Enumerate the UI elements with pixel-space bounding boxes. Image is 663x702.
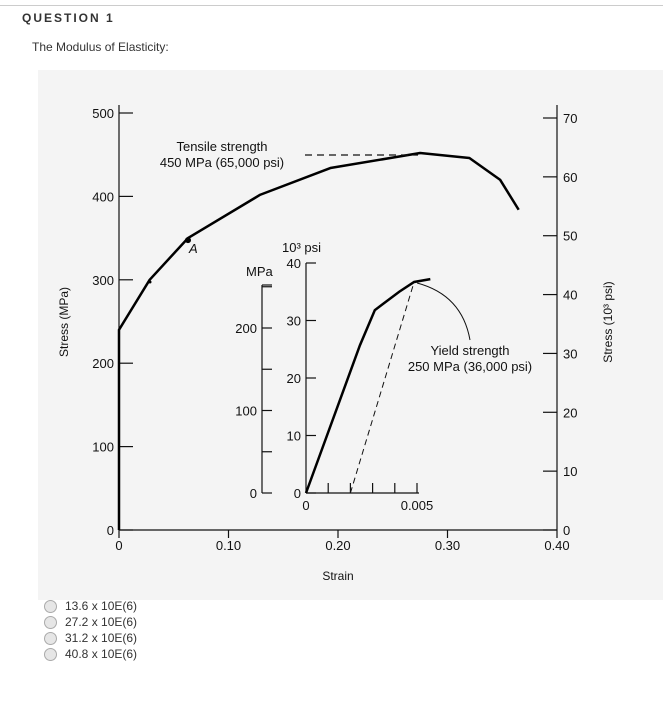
inset-mpa-tick-label: 100 bbox=[235, 404, 257, 419]
answer-label: 13.6 x 10E(6) bbox=[65, 599, 138, 613]
y-right-tick-label: 70 bbox=[563, 111, 577, 126]
answer-option[interactable]: 27.2 x 10E(6) bbox=[44, 614, 137, 630]
y-right-tick-label: 10 bbox=[563, 464, 577, 479]
question-title: QUESTION 1 bbox=[22, 11, 115, 25]
y-tick-label: 500 bbox=[92, 106, 114, 121]
y-right-tick-label: 60 bbox=[563, 170, 577, 185]
x-tick-label: 0.20 bbox=[325, 538, 350, 553]
yield-arrow bbox=[416, 282, 471, 341]
inset-mpa-tick-label: 0 bbox=[250, 486, 257, 501]
inset-y-tick-label: 10 bbox=[287, 429, 301, 444]
x-tick-label: 0.10 bbox=[216, 538, 241, 553]
x-tick-label: 0.40 bbox=[544, 538, 569, 553]
inset-curve bbox=[304, 277, 431, 494]
y-right-axis-label: Stress (10³ psi) bbox=[601, 281, 615, 362]
y-tick-label: 0 bbox=[107, 523, 114, 538]
yield-annotation: 250 MPa (36,000 psi) bbox=[408, 359, 532, 374]
y-tick-label: 200 bbox=[92, 356, 114, 371]
tensile-annotation: 450 MPa (65,000 psi) bbox=[160, 155, 284, 170]
answer-label: 40.8 x 10E(6) bbox=[65, 647, 138, 661]
answer-label: 27.2 x 10E(6) bbox=[65, 615, 138, 629]
answer-options: 13.6 x 10E(6) 27.2 x 10E(6) 31.2 x 10E(6… bbox=[44, 598, 137, 662]
point-a-marker bbox=[184, 237, 191, 244]
yield-annotation: Yield strength bbox=[430, 343, 509, 358]
y-right-tick-label: 20 bbox=[563, 405, 577, 420]
y-right-tick-label: 30 bbox=[563, 346, 577, 361]
tensile-annotation: Tensile strength bbox=[176, 139, 267, 154]
stress-strain-curve bbox=[117, 151, 520, 530]
x-tick-label: 0.30 bbox=[435, 538, 460, 553]
radio-button[interactable] bbox=[44, 615, 57, 629]
inset-y-tick-label: 30 bbox=[287, 314, 301, 329]
inset-psi-unit-label: 10³ psi bbox=[282, 240, 321, 255]
inset-y-tick-label: 0 bbox=[294, 486, 301, 501]
point-a-label: A bbox=[188, 241, 198, 256]
top-divider bbox=[0, 5, 663, 6]
inset-x-tick-label: 0 bbox=[302, 498, 309, 513]
x-tick-label: 0 bbox=[115, 538, 122, 553]
answer-option[interactable]: 13.6 x 10E(6) bbox=[44, 598, 137, 614]
inset-x-tick-label: 0.005 bbox=[401, 498, 434, 513]
y-right-tick-label: 0 bbox=[563, 523, 570, 538]
y-tick-label: 100 bbox=[92, 440, 114, 455]
radio-button[interactable] bbox=[44, 599, 57, 613]
question-text: The Modulus of Elasticity: bbox=[32, 40, 169, 54]
offset-dashed-line bbox=[349, 281, 415, 494]
y-axis-label: Stress (MPa) bbox=[57, 287, 71, 357]
inset-mpa-unit-label: MPa bbox=[246, 264, 274, 279]
radio-button[interactable] bbox=[44, 647, 57, 661]
y-right-tick-label: 50 bbox=[563, 229, 577, 244]
inset-y-tick-label: 20 bbox=[287, 371, 301, 386]
x-axis-label: Strain bbox=[322, 569, 353, 583]
answer-option[interactable]: 31.2 x 10E(6) bbox=[44, 630, 137, 646]
y-right-tick-label: 40 bbox=[563, 288, 577, 303]
radio-button[interactable] bbox=[44, 631, 57, 645]
inset-y-tick-label: 40 bbox=[287, 256, 301, 271]
y-tick-label: 300 bbox=[92, 273, 114, 288]
inset-mpa-tick-label: 200 bbox=[235, 321, 257, 336]
stress-strain-figure bbox=[38, 70, 663, 600]
answer-option[interactable]: 40.8 x 10E(6) bbox=[44, 646, 137, 662]
answer-label: 31.2 x 10E(6) bbox=[65, 631, 138, 645]
y-tick-label: 400 bbox=[92, 189, 114, 204]
proportional-limit-marker bbox=[148, 280, 152, 284]
